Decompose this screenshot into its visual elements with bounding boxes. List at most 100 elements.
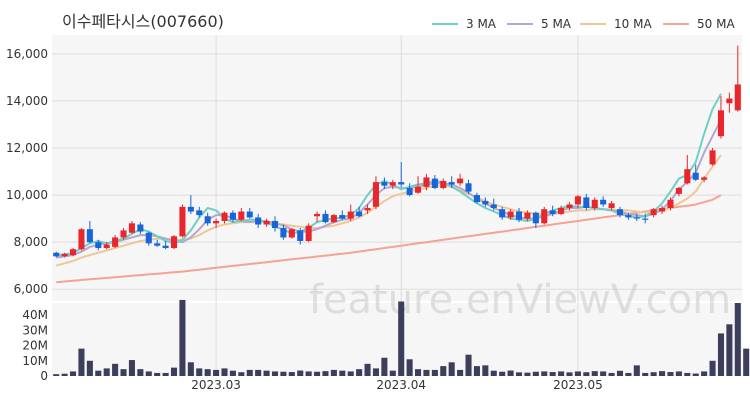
volume-bar bbox=[196, 368, 203, 376]
price-tick-label: 16,000 bbox=[6, 47, 48, 61]
volume-bar bbox=[61, 373, 68, 376]
volume-tick-label: 10M bbox=[22, 354, 48, 368]
candle bbox=[625, 212, 632, 220]
candle-body bbox=[515, 211, 523, 220]
ma-line bbox=[56, 194, 722, 284]
price-plot-background bbox=[52, 35, 742, 301]
candle bbox=[675, 186, 682, 197]
legend-label: 10 MA bbox=[614, 17, 652, 31]
volume-bar bbox=[305, 371, 312, 376]
candle-body bbox=[288, 229, 295, 238]
candle-body bbox=[524, 212, 531, 219]
candle bbox=[406, 183, 413, 197]
candle-body bbox=[322, 213, 329, 223]
volume-bar bbox=[465, 354, 472, 376]
candle bbox=[415, 176, 422, 194]
candle-body bbox=[457, 178, 464, 184]
volume-tick-label: 20M bbox=[22, 339, 48, 353]
candle bbox=[549, 205, 556, 217]
volume-bar bbox=[591, 371, 598, 376]
candle bbox=[574, 195, 581, 209]
volume-bar bbox=[583, 372, 590, 376]
candle-body bbox=[204, 216, 211, 224]
candle-body bbox=[398, 182, 405, 185]
candle-body bbox=[482, 200, 489, 205]
volume-bar bbox=[221, 368, 228, 376]
candle bbox=[356, 206, 363, 218]
candle-body bbox=[305, 225, 312, 241]
volume-bar bbox=[398, 301, 405, 376]
volume-bar bbox=[625, 372, 632, 376]
candle bbox=[213, 218, 220, 229]
axis-labels: 6,0008,00010,00012,00014,00016,000010M20… bbox=[6, 47, 603, 392]
candle-body bbox=[170, 236, 178, 249]
candle-body bbox=[633, 217, 640, 219]
candle-body bbox=[684, 169, 691, 184]
volume-bar bbox=[145, 371, 152, 376]
legend-label: 3 MA bbox=[466, 17, 497, 31]
candle bbox=[70, 248, 77, 257]
candle-body bbox=[330, 215, 337, 223]
candle bbox=[255, 213, 262, 229]
candle-body bbox=[600, 199, 607, 205]
volume-bar bbox=[288, 372, 295, 376]
candle-body bbox=[423, 177, 430, 187]
ma-line bbox=[56, 93, 722, 257]
volume-bar bbox=[532, 371, 539, 376]
candle bbox=[221, 211, 228, 224]
candle-body bbox=[692, 172, 699, 180]
volume-bar bbox=[356, 369, 363, 376]
volume-bar bbox=[701, 371, 708, 376]
candle bbox=[642, 213, 649, 224]
candle-body bbox=[549, 210, 556, 214]
volume-bar bbox=[137, 369, 144, 376]
volume-bar bbox=[389, 370, 396, 376]
candle bbox=[204, 212, 211, 226]
candle-body bbox=[53, 252, 60, 257]
volume-bar bbox=[263, 370, 270, 376]
volume-bar bbox=[659, 371, 666, 376]
candle-body bbox=[112, 237, 119, 247]
candle-body bbox=[347, 211, 354, 219]
candle-body bbox=[591, 199, 598, 209]
volume-bar bbox=[364, 363, 371, 376]
candle bbox=[347, 204, 354, 221]
volume-bar bbox=[507, 370, 514, 376]
candle-body bbox=[238, 211, 245, 220]
candle bbox=[95, 239, 102, 251]
candle bbox=[667, 197, 674, 211]
volume-tick-label: 0 bbox=[40, 369, 48, 383]
candle bbox=[440, 178, 447, 190]
volume-bar bbox=[692, 373, 699, 376]
candle bbox=[734, 45, 741, 112]
candle-body bbox=[280, 228, 287, 238]
candle-body bbox=[734, 84, 741, 111]
volume-bar bbox=[53, 374, 60, 376]
candle bbox=[364, 204, 371, 214]
volume-bar bbox=[566, 372, 573, 376]
candle-body bbox=[709, 150, 716, 165]
candle bbox=[541, 206, 548, 225]
candle bbox=[162, 240, 169, 250]
candle bbox=[78, 228, 85, 251]
volume-bar bbox=[255, 369, 262, 376]
legend-label: 5 MA bbox=[541, 17, 572, 31]
volume-bar bbox=[734, 303, 741, 376]
volume-bars bbox=[53, 299, 750, 376]
candle bbox=[330, 213, 337, 224]
volume-bar bbox=[726, 324, 733, 376]
volume-bar bbox=[95, 370, 102, 376]
candle bbox=[170, 235, 178, 250]
candle-body bbox=[473, 195, 480, 203]
candle-body bbox=[255, 217, 262, 225]
candle bbox=[297, 228, 304, 245]
candle bbox=[473, 192, 480, 204]
volume-bar bbox=[499, 371, 506, 376]
volume-bar bbox=[600, 371, 607, 376]
candle bbox=[616, 206, 624, 218]
volume-bar bbox=[406, 359, 413, 376]
candle bbox=[381, 177, 388, 190]
candle bbox=[154, 239, 161, 247]
candle bbox=[288, 228, 295, 239]
candle bbox=[431, 175, 438, 190]
